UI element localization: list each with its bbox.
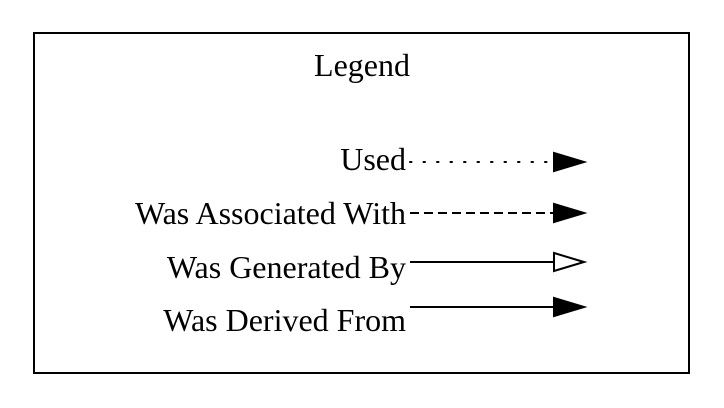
legend-label-used: Used (340, 141, 406, 177)
arrowhead-was-derived-from-icon (553, 296, 588, 318)
legend-label-was-generated-by: Was Generated By (166, 249, 406, 285)
arrowhead-was-generated-by-icon (553, 251, 588, 273)
legend-edge-was-associated-with (410, 202, 588, 224)
legend-edge-used (409, 151, 588, 173)
arrowhead-was-associated-with-icon (553, 202, 588, 224)
legend-edge-was-derived-from (410, 296, 588, 318)
legend-box (33, 32, 690, 374)
arrowhead-used-icon (553, 151, 588, 173)
legend-label-was-associated-with: Was Associated With (134, 195, 406, 231)
legend-edge-was-generated-by (410, 251, 588, 273)
legend-label-was-derived-from: Was Derived From (163, 302, 406, 338)
legend-title: Legend (314, 47, 410, 83)
